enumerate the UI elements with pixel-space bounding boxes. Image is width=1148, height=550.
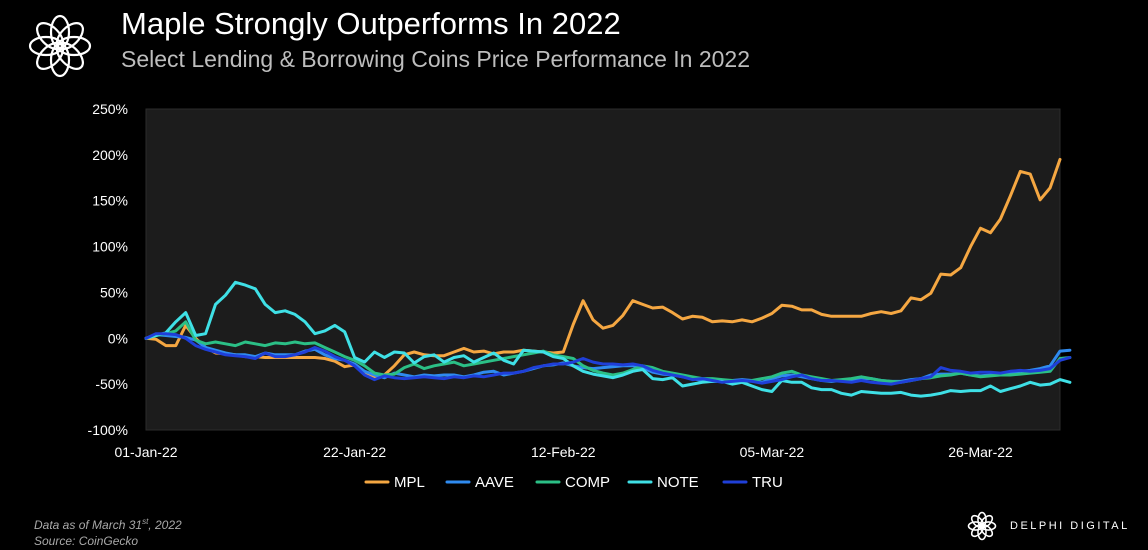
y-tick-label: 200% — [92, 147, 128, 163]
x-axis: 01-Jan-22 22-Jan-22 12-Feb-22 05-Mar-22 26-M… — [114, 444, 1013, 460]
legend-label-mpl: MPL — [394, 474, 425, 491]
footnote: Data as of March 31st, 2022 Source: Coin… — [34, 514, 182, 549]
data-date-suffix: , 2022 — [148, 518, 182, 532]
flower-ring-logo-icon — [967, 511, 997, 541]
y-axis: -100% -50% 0% 50% 100% 150% 200% 250% — [88, 101, 128, 438]
series-line-mpl — [144, 157, 1062, 379]
y-tick-label: 0% — [108, 330, 128, 346]
y-tick-label: -100% — [88, 422, 128, 438]
series-line-tru — [144, 332, 1072, 386]
y-tick-label: -50% — [95, 376, 128, 392]
x-tick-label: 01-Jan-22 — [114, 444, 177, 460]
legend: MPL AAVE COMP NOTE TRU — [364, 474, 783, 491]
chart-title: Maple Strongly Outperforms In 2022 — [121, 6, 621, 41]
flower-ring-logo-icon — [28, 14, 92, 78]
legend-label-note: NOTE — [657, 474, 699, 491]
brand-name: DELPHI DIGITAL — [1010, 520, 1130, 532]
line-chart: -100% -50% 0% 50% 100% 150% 200% 250% 01-Jan-22… — [88, 101, 1072, 491]
x-tick-label: 12-Feb-22 — [531, 444, 596, 460]
x-tick-label: 22-Jan-22 — [323, 444, 386, 460]
series-lines — [144, 157, 1072, 398]
x-tick-label: 26-Mar-22 — [948, 444, 1013, 460]
legend-label-comp: COMP — [565, 474, 610, 491]
chart-subtitle: Select Lending & Borrowing Coins Price P… — [121, 46, 751, 72]
y-tick-label: 50% — [100, 284, 128, 300]
data-date-note: Data as of March 31 — [34, 518, 143, 532]
source-note: Source: CoinGecko — [34, 534, 139, 548]
brand: DELPHI DIGITAL — [964, 508, 1130, 544]
plot-area — [145, 108, 1061, 431]
y-tick-label: 250% — [92, 101, 128, 117]
series-line-note — [144, 280, 1072, 398]
y-tick-label: 150% — [92, 193, 128, 209]
legend-label-aave: AAVE — [475, 474, 514, 491]
legend-label-tru: TRU — [752, 474, 783, 491]
y-tick-label: 100% — [92, 239, 128, 255]
data-date-sup: st — [142, 517, 149, 526]
x-tick-label: 05-Mar-22 — [740, 444, 805, 460]
